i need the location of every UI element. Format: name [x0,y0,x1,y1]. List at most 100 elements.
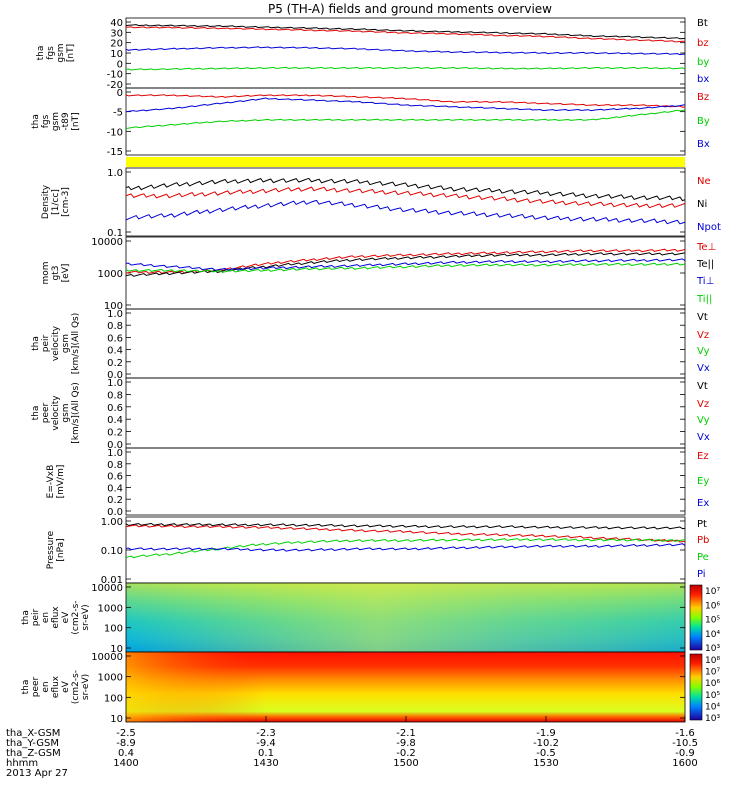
x-tick-label: -10.2 [533,738,559,749]
legend-entry: Bt [697,18,708,29]
x-tick-label: -10.5 [672,738,698,749]
y-axis-label: peer [41,402,51,423]
legend-entry: Pb [697,535,709,546]
panel-frame [125,651,686,723]
panel-3: 1.0 0.1 Density [1/cc] [cm-3] Ne Ni Npot [41,167,721,239]
panel-7: 1.00.80.60.40.20.0 E=-VxB [mV/m] Ez Ey Ex [46,447,709,518]
y-tick-label: 40 [110,18,123,29]
series-line [125,522,686,530]
legend-entry: Ez [697,451,709,462]
colorbar-label: 10⁷ [705,668,720,678]
y-axis-label: [km/s](All Qs) [71,313,81,375]
series-line [125,26,686,43]
y-tick-label: -15 [107,147,123,158]
x-tick-label: -0.2 [396,748,416,759]
series-line [125,97,686,113]
colorbar [689,653,703,721]
y-tick-label: 0 [117,88,123,99]
series-line [125,109,686,130]
y-axis-label: eflux [51,675,61,698]
x-tick-label: -1.9 [536,728,556,739]
x-tick-label: -2.3 [256,728,276,739]
y-tick-label: 0.0 [107,440,123,451]
colorbar [689,584,703,651]
legend-entry: Pe [697,552,709,563]
panel-frame [125,236,686,310]
legend-entry: Vy [697,415,710,426]
colorbar-label: 10⁵ [705,691,720,701]
series-line [125,177,686,202]
y-axis-label: gsm [61,403,71,422]
y-tick-label: 30 [110,28,123,39]
figure-title: P5 (TH-A) fields and ground moments over… [268,2,552,16]
y-tick-label: 1.0 [107,448,123,459]
y-tick-label: 0.0 [107,507,123,518]
colorbar-label: 10⁶ [705,601,720,611]
legend-entry: Bx [697,139,710,150]
y-tick-label: 0.10 [101,546,123,557]
y-axis-label: tha [21,680,31,695]
legend-entry: Vy [697,346,710,357]
colorbar-label: 10⁴ [705,630,720,640]
x-tick-label: -8.9 [116,738,136,749]
y-axis-label: E=-VxB [46,465,56,499]
x-tick-label: -9.8 [396,738,416,749]
x-tick-label: -9.4 [256,738,276,749]
colorbar-label: 10⁷ [705,587,720,597]
legend-entry: Ti⊥ [696,276,714,287]
y-axis-label: peir [41,334,51,352]
series-line [125,543,686,552]
y-axis-label: fgs [46,46,56,60]
y-axis-label: eflux [51,606,61,629]
legend-entry: Te|| [696,259,714,270]
legend-entry: Npot [697,222,721,233]
panel-8: 1.00 0.10 0.01 Pressure [nPa] Pt Pb Pe Pi [46,516,709,586]
panel-4: 10000 1000 100 mom gt3 [eV] Te⊥ Te|| Ti⊥ Ti|| [41,236,716,312]
series-line [125,524,686,543]
y-axis-label: [mV/m] [56,465,66,499]
x-tick-label: 1430 [253,758,278,769]
panel-5: 1.00.80.6 0.40.20.0 tha peir velocity gsm [km/… [31,308,710,381]
legend-entry: By [697,116,710,127]
colorbar-label: 10⁶ [705,679,720,689]
y-axis-label: peir [31,608,41,626]
y-tick-label: 0.2 [107,428,123,439]
y-axis-label: velocity [51,395,61,431]
panel-frame [125,308,686,379]
legend-entry: Pi [697,569,706,580]
legend-entry: Ex [697,498,709,509]
legend-entry: Ni [697,199,707,210]
series-line [125,46,686,56]
y-axis-label: -t89 [61,112,71,131]
y-axis-label: sr-eV) [81,674,91,700]
legend-entry: Vt [697,381,708,392]
panel-frame [125,167,686,237]
y-axis-label: peer [31,676,41,697]
legend-entry: bx [697,74,709,85]
y-tick-label: 0.6 [107,333,123,344]
y-axis-label: tha [31,114,41,129]
y-tick-label: 100 [104,624,123,635]
panel-frame [125,377,686,449]
y-tick-label: 0.2 [107,495,123,506]
y-tick-label: -20 [107,80,123,91]
y-tick-label: 0.0 [107,370,123,381]
y-axis-label: (cm2-s- [71,670,81,704]
y-axis-label: [nT] [71,112,81,130]
y-axis-label: (cm2-s- [71,600,81,634]
series-line [125,262,686,273]
panel-2: 0 -5 -10 -15 tha fgs gsm -t89 [nT] Bz By Bx [31,87,710,158]
y-axis-label: gt3 [51,266,61,281]
y-tick-label: 0.6 [107,403,123,414]
y-tick-label: 1.00 [101,517,123,528]
x-tick-label: 1600 [672,758,697,769]
y-tick-label: 1.0 [107,378,123,389]
x-axis-labels: tha_X-GSM -2.5 -2.3 -2.1 -1.9 -1.6 tha_Y-GSM -8… [6,716,698,779]
legend-entry: Ne [697,176,711,187]
colorbar-label: 10⁴ [705,702,720,712]
colorbar-label: 10³ [705,644,720,654]
y-axis-label: gsm [61,334,71,353]
y-axis-label: [cm-3] [61,187,71,217]
